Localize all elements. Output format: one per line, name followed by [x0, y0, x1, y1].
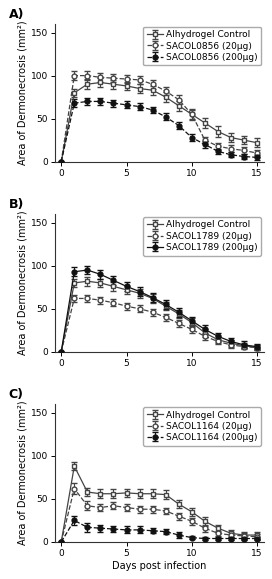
Y-axis label: Area of Dermonecrosis (mm²): Area of Dermonecrosis (mm²) — [18, 20, 28, 165]
Legend: Alhydrogel Control, SACOL1789 (20μg), SACOL1789 (200μg): Alhydrogel Control, SACOL1789 (20μg), SA… — [143, 217, 261, 255]
Legend: Alhydrogel Control, SACOL1164 (20μg), SACOL1164 (200μg): Alhydrogel Control, SACOL1164 (20μg), SA… — [143, 407, 261, 446]
Y-axis label: Area of Dermonecrosis (mm²): Area of Dermonecrosis (mm²) — [18, 401, 28, 545]
X-axis label: Days post infection: Days post infection — [112, 560, 206, 571]
Legend: Alhydrogel Control, SACOL0856 (20μg), SACOL0856 (200μg): Alhydrogel Control, SACOL0856 (20μg), SA… — [143, 27, 261, 65]
Y-axis label: Area of Dermonecrosis (mm²): Area of Dermonecrosis (mm²) — [18, 211, 28, 356]
Text: B): B) — [9, 199, 24, 211]
Text: C): C) — [9, 389, 24, 401]
Text: A): A) — [9, 8, 24, 21]
